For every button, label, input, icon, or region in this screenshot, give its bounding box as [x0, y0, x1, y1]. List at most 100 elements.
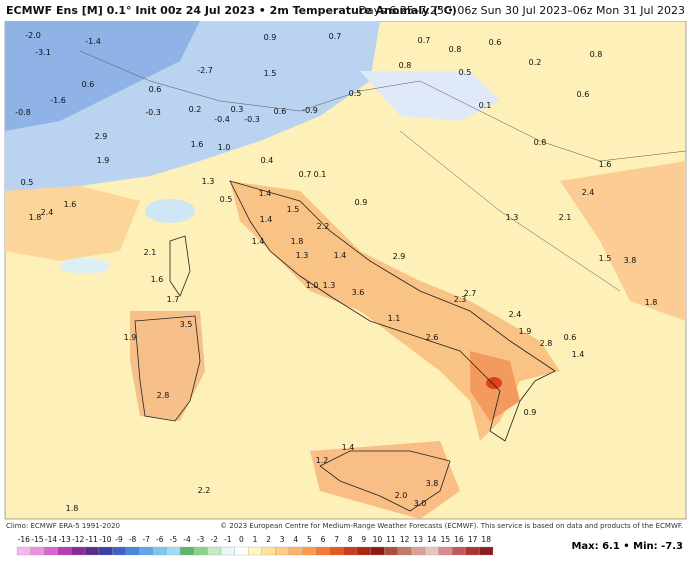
colorbar-label: 0	[239, 535, 244, 544]
map-label: 2.2	[317, 222, 330, 231]
colorbar-label: 13	[413, 535, 423, 544]
map-label: 0.5	[459, 68, 472, 77]
colorbar-swatch	[438, 546, 453, 556]
colorbar-swatch	[424, 546, 439, 556]
colorbar-label: 6	[321, 535, 326, 544]
map-label: 1.3	[296, 251, 309, 260]
colorbar-swatch	[479, 546, 494, 556]
colorbar-label: 10	[373, 535, 383, 544]
map-label: 1.8	[645, 298, 658, 307]
colorbar-label: 1	[253, 535, 258, 544]
map-label: -0.9	[302, 106, 318, 115]
map-label: 0.6	[274, 107, 287, 116]
colorbar-swatch	[275, 546, 290, 556]
colorbar-label: 2	[266, 535, 271, 544]
map-label: -2.0	[25, 31, 41, 40]
colorbar-swatch	[180, 546, 194, 556]
colorbar: -16 -15 -14 -13 -12 -11 -10 -9 -8 -7 -6 -5 -4 -3 -2 -1 0…	[16, 535, 494, 556]
colorbar-label: -8	[129, 535, 137, 544]
map-label: 2.3	[454, 295, 467, 304]
colorbar-label: -11	[86, 535, 98, 544]
map-label: 0.2	[189, 105, 202, 114]
colorbar-label: -16	[18, 535, 30, 544]
map-label: 3.6	[352, 288, 365, 297]
colorbar-swatch	[234, 546, 249, 556]
map-label: -1.4	[85, 37, 101, 46]
map-label: 0.6	[149, 85, 162, 94]
colorbar-swatch	[152, 546, 167, 556]
colorbar-label: 12	[400, 535, 410, 544]
colorbar-swatch	[84, 546, 99, 556]
colorbar-label: 4	[293, 535, 298, 544]
warm-anomaly	[5, 186, 140, 261]
map-label: 2.9	[393, 252, 406, 261]
map-label: 1.4	[260, 215, 273, 224]
colorbar-label: -12	[72, 535, 84, 544]
map-label: 1.9	[97, 156, 110, 165]
colorbar-swatch	[98, 546, 113, 556]
colorbar-swatch	[207, 546, 222, 556]
map-label: 2.2	[198, 486, 211, 495]
map-label: 2.7	[464, 289, 477, 298]
map-label: -3.1	[35, 48, 51, 57]
borders	[79, 50, 687, 292]
warm-anomaly	[310, 441, 460, 519]
colorbar-swatch	[71, 546, 86, 556]
cool-sea	[60, 258, 110, 274]
colorbar-swatch	[112, 546, 126, 556]
colorbar-swatch	[452, 546, 466, 556]
colorbar-swatch	[248, 546, 262, 556]
colorbar-label: 5	[307, 535, 312, 544]
colorbar-label: 7	[334, 535, 339, 544]
max-min: Max: 6.1 • Min: -7.3	[571, 541, 683, 552]
colorbar-label: -5	[170, 535, 178, 544]
map-label: 0.6	[489, 38, 502, 47]
map-label: 0.1	[314, 170, 327, 179]
colorbar-swatch	[57, 546, 72, 556]
map-label: 1.6	[151, 275, 164, 284]
map-label: 0.5	[220, 195, 233, 204]
colorbar-label: 14	[427, 535, 437, 544]
map: -2.0 -1.4 0.9 0.7 0.7 0.8 0.6 -3.1 -2.7 1.5 0.8 0.5…	[4, 21, 687, 520]
map-label: 1.4	[342, 443, 355, 452]
colorbar-swatch	[125, 546, 140, 556]
map-label: 1.9	[519, 327, 532, 336]
colorbar-label: -3	[197, 535, 205, 544]
map-label: -0.3	[145, 108, 161, 117]
map-label: 0.1	[479, 101, 492, 110]
cool-sea	[145, 199, 195, 223]
map-label: 1.4	[572, 350, 585, 359]
copyright: © 2023 European Centre for Medium-Range …	[220, 522, 683, 530]
map-label: 1.4	[252, 237, 265, 246]
cold-anomaly-strong	[5, 21, 200, 131]
map-label: 3.0	[414, 499, 427, 508]
colorbar-label: -13	[58, 535, 70, 544]
colorbar-label: -2	[210, 535, 218, 544]
colorbar-label: 8	[348, 535, 353, 544]
map-label: 1.3	[506, 213, 519, 222]
map-label: 0.6	[564, 333, 577, 342]
map-label: -2.7	[197, 66, 213, 75]
map-label: -0.8	[15, 108, 31, 117]
colorbar-label: 17	[468, 535, 478, 544]
map-label: 0.4	[261, 156, 274, 165]
map-label: 0.8	[534, 138, 547, 147]
colorbar-label: 3	[280, 535, 285, 544]
colorbar-label: -15	[31, 535, 43, 544]
map-label: 0.7	[329, 32, 342, 41]
map-label: 1.8	[291, 237, 304, 246]
map-label: 1.0	[306, 281, 319, 290]
map-label: 1.7	[167, 295, 180, 304]
colorbar-swatch	[220, 546, 235, 556]
colorbar-label: -10	[99, 535, 111, 544]
map-label: 2.4	[509, 310, 522, 319]
map-label: 0.8	[590, 50, 603, 59]
map-label: 0.9	[355, 198, 368, 207]
cool-anomaly	[360, 71, 500, 121]
colorbar-swatch	[316, 546, 330, 556]
warm-anomaly	[130, 311, 205, 421]
map-label: 0.3	[231, 105, 244, 114]
map-label: 1.8	[29, 213, 42, 222]
warm-anomaly	[560, 161, 686, 321]
